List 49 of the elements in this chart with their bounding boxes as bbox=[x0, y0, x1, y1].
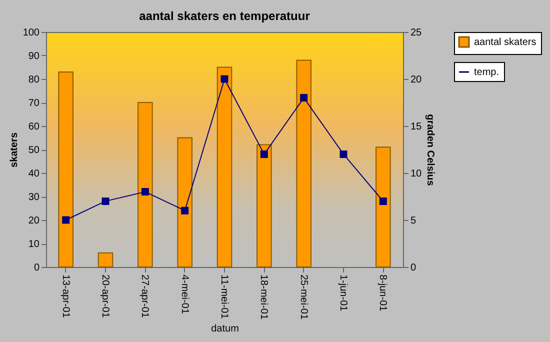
y-tick-label: 30 bbox=[28, 192, 40, 203]
bar bbox=[256, 144, 272, 268]
x-tick-label: 4-mei-01 bbox=[178, 274, 190, 314]
point bbox=[260, 150, 268, 158]
legend-label: temp. bbox=[474, 67, 500, 78]
y-tick-label: 60 bbox=[28, 122, 40, 132]
y-tick-label: 40 bbox=[28, 168, 40, 180]
y2-tick-label: 25 bbox=[410, 28, 422, 38]
y-tick-label: 10 bbox=[28, 239, 40, 250]
bar bbox=[58, 71, 74, 268]
point bbox=[300, 94, 308, 102]
x-tick-label: 8-jun-01 bbox=[377, 274, 388, 312]
bar bbox=[177, 137, 192, 268]
x-tick-label: 11-mei-01 bbox=[218, 274, 230, 320]
x-tick-label: 13-apr-01 bbox=[60, 274, 71, 318]
y-tick-label: 50 bbox=[28, 145, 40, 156]
y2-tick-label: 10 bbox=[410, 168, 422, 180]
point bbox=[220, 75, 228, 83]
x-tick-label: 25-mei-01 bbox=[298, 274, 309, 320]
bar bbox=[376, 146, 391, 268]
point bbox=[340, 150, 348, 158]
y-tick-label: 70 bbox=[28, 98, 40, 109]
x-axis-title: datum bbox=[211, 324, 239, 335]
point bbox=[141, 188, 149, 196]
bar bbox=[98, 252, 114, 268]
x-tick-label: 18-mei-01 bbox=[258, 274, 270, 320]
y-tick-label: 80 bbox=[28, 74, 40, 86]
y-tick-label: 0 bbox=[34, 262, 40, 274]
chart-title: aantal skaters en temperatuur bbox=[139, 9, 310, 23]
legend-label: aantal skaters bbox=[474, 37, 536, 48]
x-tick-label: 20-apr-01 bbox=[100, 274, 110, 318]
bar bbox=[138, 102, 153, 268]
y2-tick-label: 0 bbox=[410, 262, 416, 274]
point bbox=[102, 197, 110, 205]
y-tick-label: 20 bbox=[28, 216, 40, 226]
point bbox=[379, 197, 387, 205]
y-axis-title: skaters bbox=[8, 132, 20, 168]
y2-tick-label: 5 bbox=[410, 216, 416, 226]
bar bbox=[296, 60, 312, 268]
point bbox=[181, 206, 189, 214]
y-tick-label: 90 bbox=[28, 51, 40, 62]
x-tick-label: 1-jun-01 bbox=[338, 274, 348, 312]
y-tick-label: 100 bbox=[22, 28, 40, 38]
x-tick-label: 27-apr-01 bbox=[139, 274, 150, 318]
point bbox=[62, 216, 70, 224]
y2-axis-title: graden Celsius bbox=[424, 114, 436, 186]
bar bbox=[216, 66, 232, 268]
y2-tick-label: 20 bbox=[410, 74, 422, 86]
y2-tick-label: 15 bbox=[410, 122, 422, 132]
